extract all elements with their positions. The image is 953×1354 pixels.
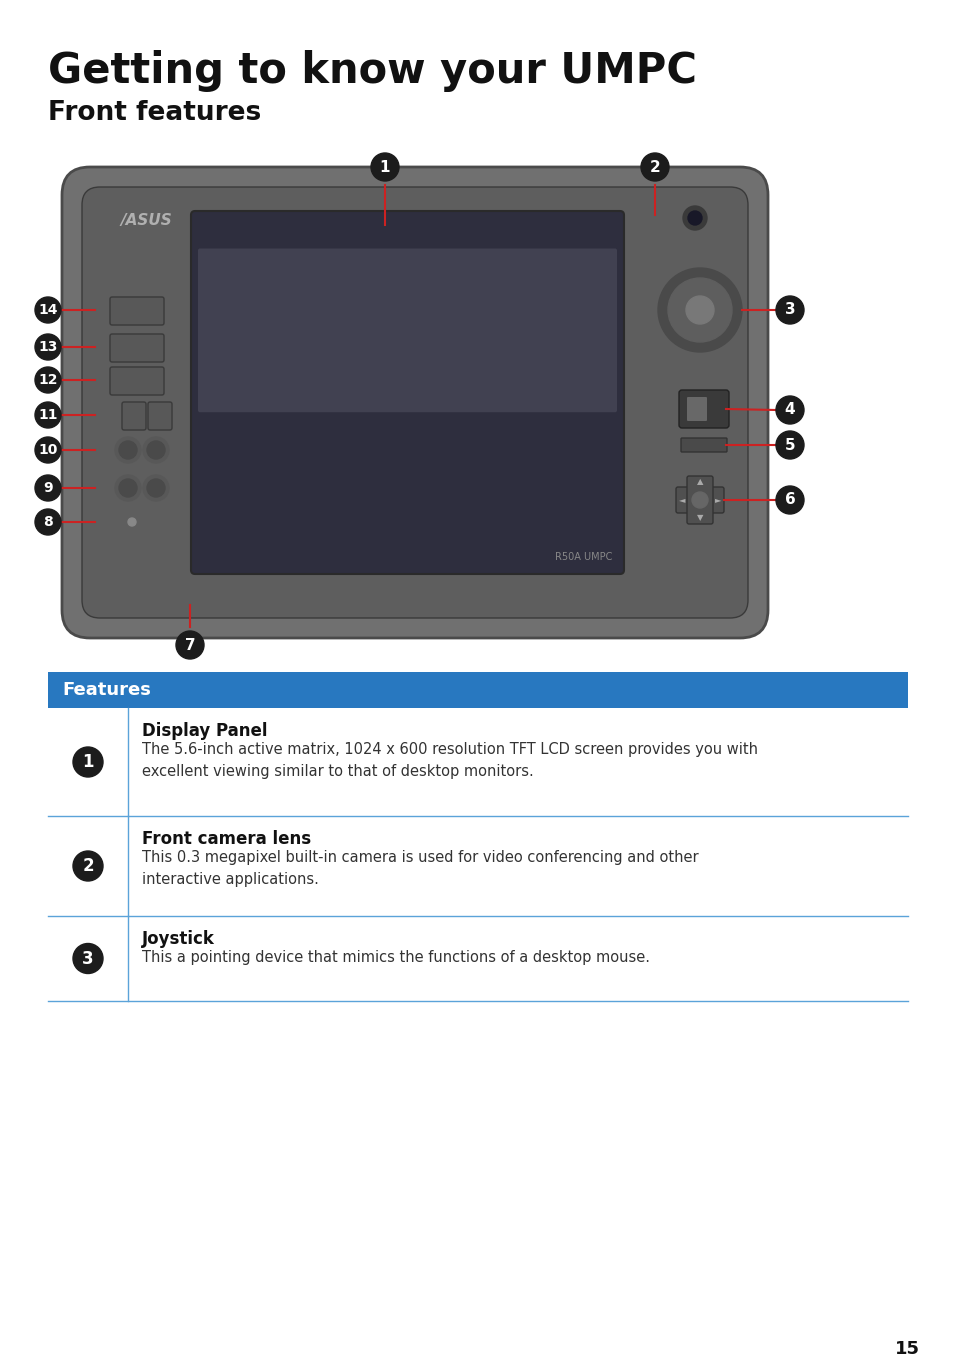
Text: R50A UMPC: R50A UMPC [554, 552, 612, 562]
Circle shape [73, 747, 103, 777]
Text: 2: 2 [649, 160, 659, 175]
Circle shape [371, 153, 398, 181]
FancyBboxPatch shape [686, 397, 706, 421]
FancyBboxPatch shape [62, 167, 767, 638]
FancyBboxPatch shape [686, 477, 712, 524]
Text: 6: 6 [783, 493, 795, 508]
FancyBboxPatch shape [48, 672, 907, 708]
Circle shape [775, 395, 803, 424]
Circle shape [775, 486, 803, 515]
Circle shape [35, 437, 61, 463]
Text: The 5.6-inch active matrix, 1024 x 600 resolution TFT LCD screen provides you wi: The 5.6-inch active matrix, 1024 x 600 r… [142, 742, 758, 779]
Text: Getting to know your UMPC: Getting to know your UMPC [48, 50, 697, 92]
Circle shape [685, 297, 713, 324]
FancyBboxPatch shape [680, 437, 726, 452]
Circle shape [115, 475, 141, 501]
FancyBboxPatch shape [676, 487, 723, 513]
Text: 8: 8 [43, 515, 52, 529]
Text: Display Panel: Display Panel [142, 722, 267, 741]
Text: ◄: ◄ [678, 496, 684, 505]
Circle shape [175, 631, 204, 659]
Circle shape [115, 437, 141, 463]
Text: ▲: ▲ [696, 478, 702, 486]
Circle shape [147, 479, 165, 497]
FancyBboxPatch shape [148, 402, 172, 431]
FancyBboxPatch shape [110, 367, 164, 395]
Text: Front features: Front features [48, 100, 261, 126]
Circle shape [128, 519, 136, 525]
Circle shape [667, 278, 731, 343]
FancyBboxPatch shape [122, 402, 146, 431]
Circle shape [35, 402, 61, 428]
Circle shape [775, 297, 803, 324]
Text: /ASUS: /ASUS [120, 213, 172, 227]
Circle shape [687, 211, 701, 225]
FancyBboxPatch shape [191, 211, 623, 574]
Text: 3: 3 [784, 302, 795, 317]
Text: 12: 12 [38, 372, 58, 387]
Text: This a pointing device that mimics the functions of a desktop mouse.: This a pointing device that mimics the f… [142, 951, 649, 965]
Text: 5: 5 [784, 437, 795, 452]
FancyBboxPatch shape [110, 334, 164, 362]
Text: 10: 10 [38, 443, 57, 458]
Text: 1: 1 [379, 160, 390, 175]
Circle shape [35, 367, 61, 393]
Circle shape [35, 509, 61, 535]
Text: Features: Features [62, 681, 151, 699]
Circle shape [35, 334, 61, 360]
FancyBboxPatch shape [679, 390, 728, 428]
Text: 2: 2 [82, 857, 93, 875]
Text: Front camera lens: Front camera lens [142, 830, 311, 848]
Circle shape [35, 475, 61, 501]
Text: 11: 11 [38, 408, 58, 422]
Circle shape [147, 441, 165, 459]
Text: 7: 7 [185, 638, 195, 653]
Text: ▼: ▼ [696, 513, 702, 523]
FancyBboxPatch shape [82, 187, 747, 617]
Text: 15: 15 [894, 1340, 919, 1354]
Text: Joystick: Joystick [142, 930, 214, 948]
Circle shape [691, 492, 707, 508]
Circle shape [143, 475, 169, 501]
Text: 4: 4 [784, 402, 795, 417]
Text: This 0.3 megapixel built-in camera is used for video conferencing and other
inte: This 0.3 megapixel built-in camera is us… [142, 850, 698, 887]
Circle shape [143, 437, 169, 463]
Circle shape [119, 441, 137, 459]
Circle shape [682, 206, 706, 230]
Text: 13: 13 [38, 340, 57, 353]
Text: 3: 3 [82, 949, 93, 968]
FancyBboxPatch shape [198, 249, 617, 412]
Circle shape [658, 268, 741, 352]
Circle shape [73, 944, 103, 974]
FancyBboxPatch shape [110, 297, 164, 325]
Circle shape [640, 153, 668, 181]
Text: ►: ► [714, 496, 720, 505]
Text: 9: 9 [43, 481, 52, 496]
Text: 1: 1 [82, 753, 93, 770]
Circle shape [775, 431, 803, 459]
Text: 14: 14 [38, 303, 58, 317]
Circle shape [73, 852, 103, 881]
Circle shape [35, 297, 61, 324]
Circle shape [119, 479, 137, 497]
